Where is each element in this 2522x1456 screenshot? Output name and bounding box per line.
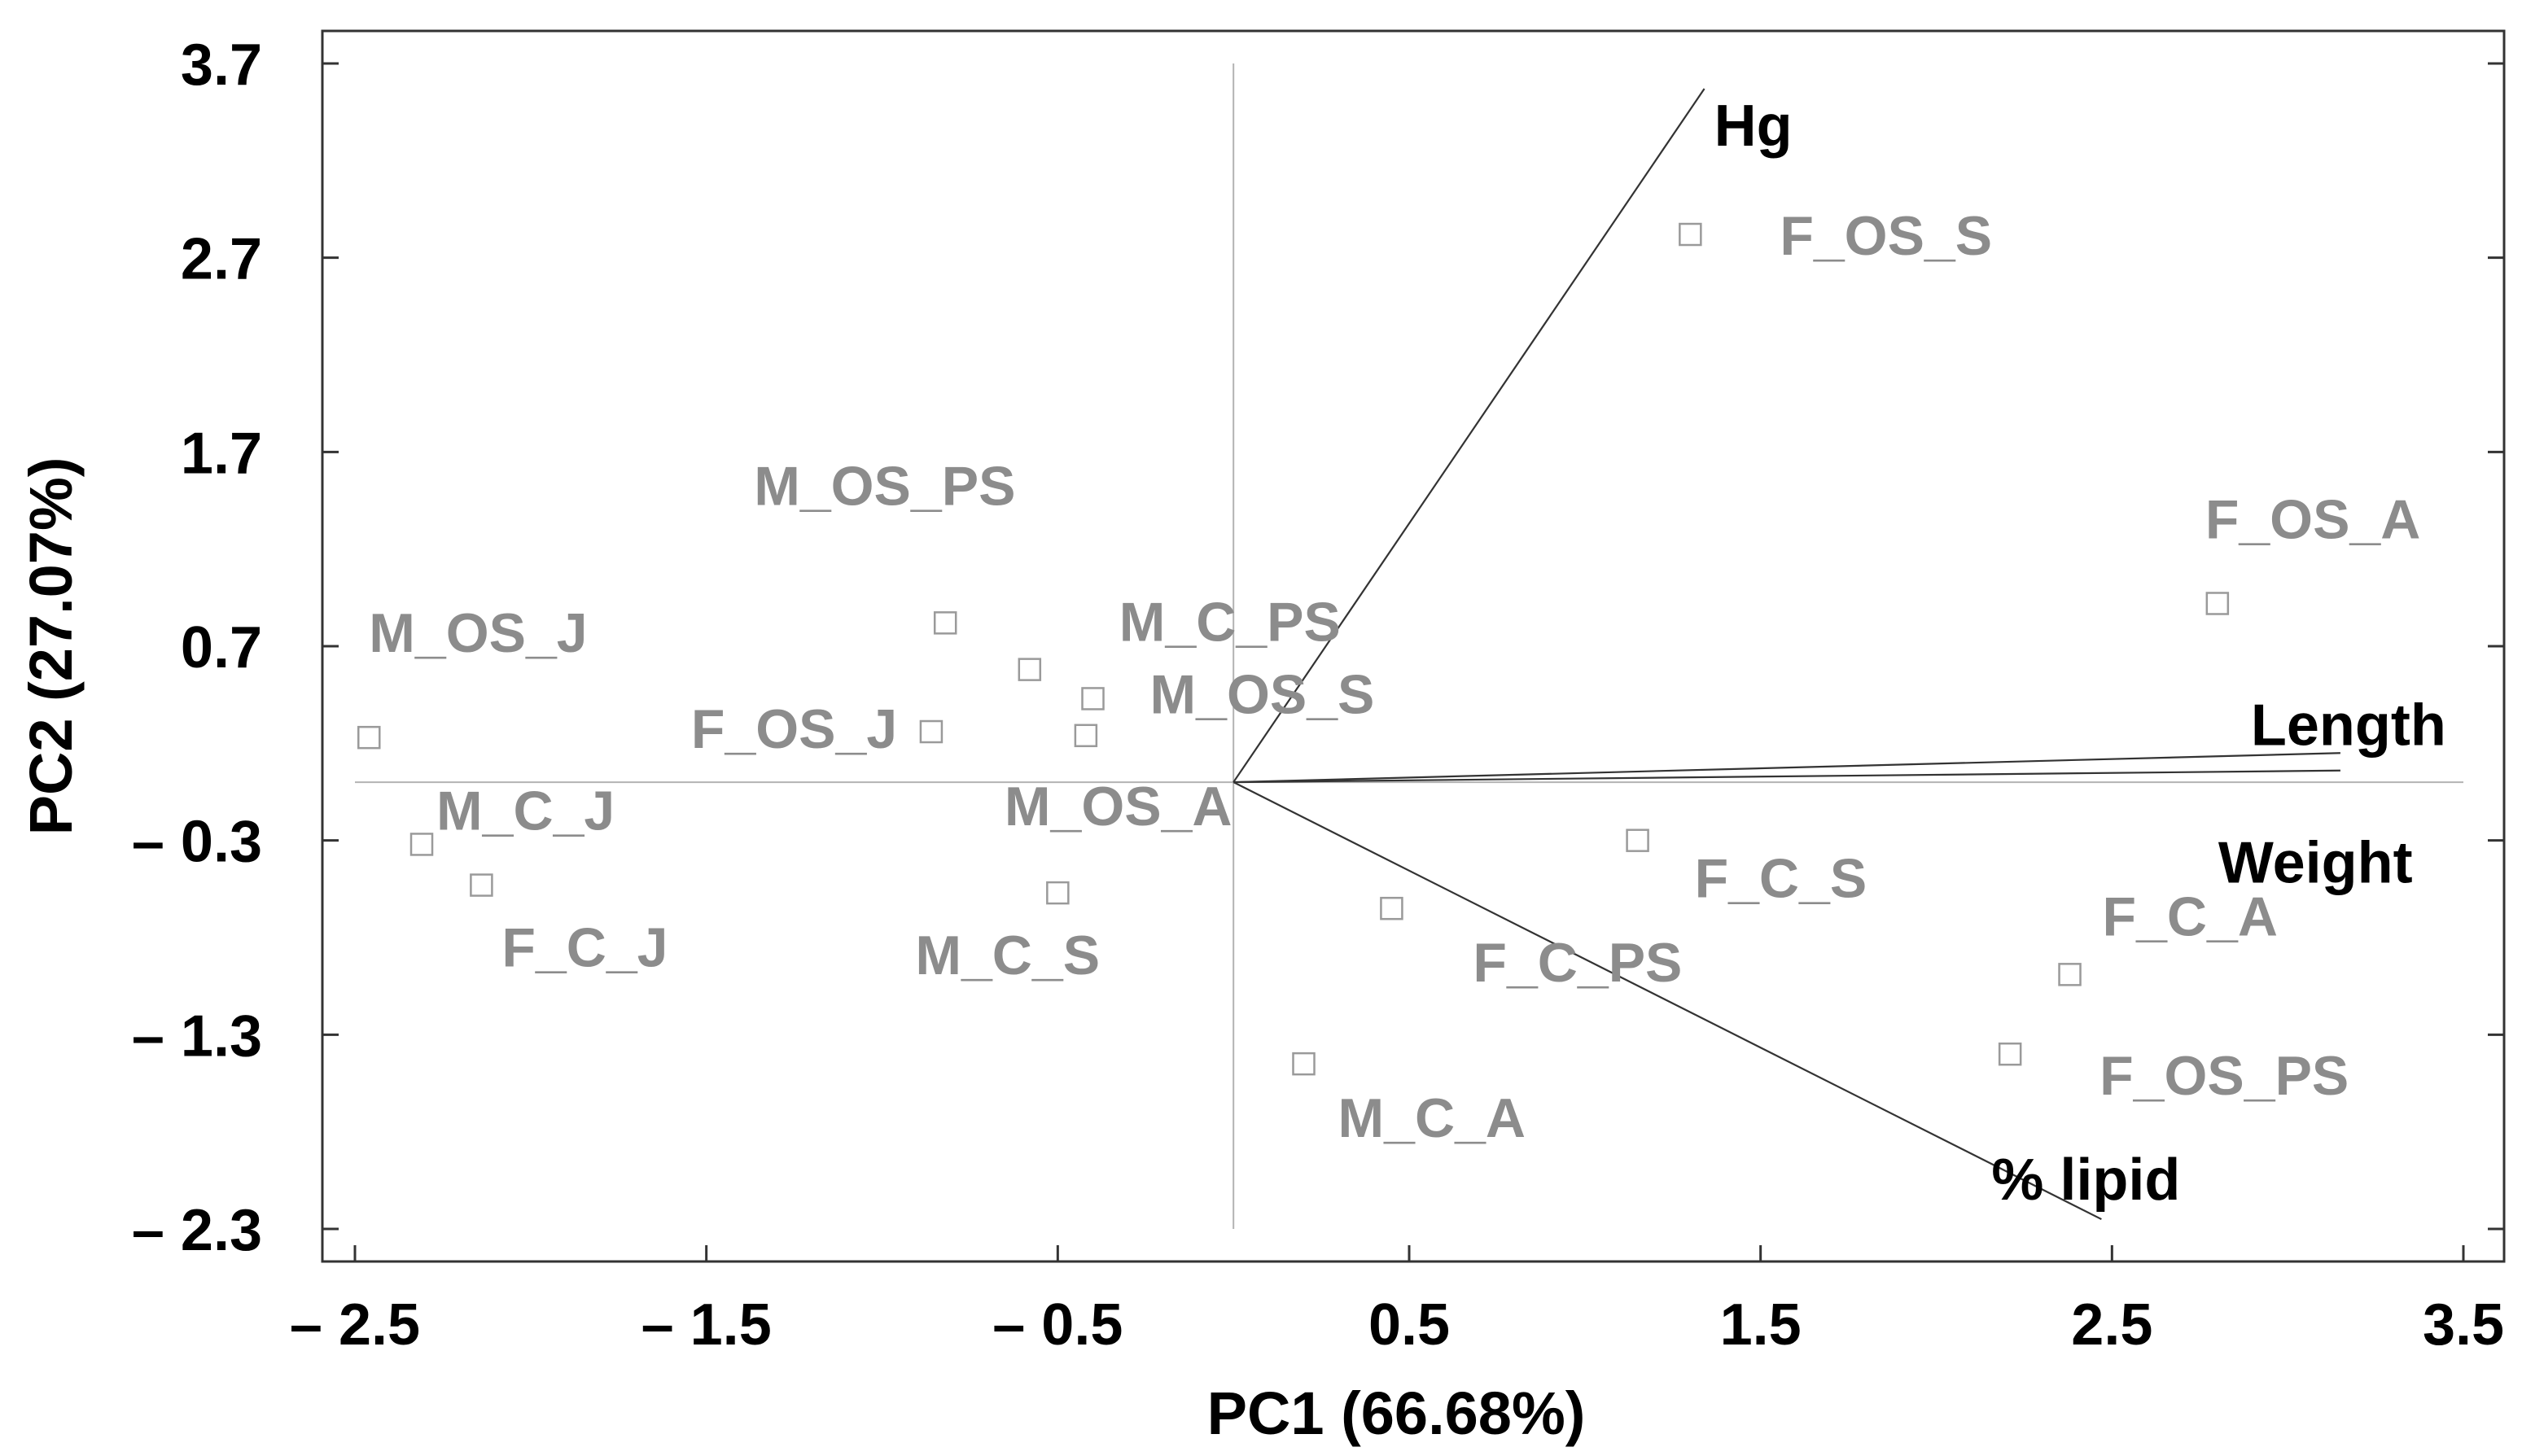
- score-point-marker: [1046, 881, 1070, 905]
- score-point-marker: [1998, 1042, 2022, 1066]
- score-point-label: M_C_J: [436, 780, 615, 842]
- score-point-label: F_C_J: [501, 917, 668, 979]
- loading-vector: [1233, 769, 2340, 784]
- score-point-label: M_C_PS: [1119, 592, 1341, 654]
- y-tick-label: – 0.3: [132, 810, 262, 875]
- score-point-marker: [919, 719, 944, 744]
- origin-lines: [355, 63, 2463, 1229]
- y-tick-label: – 2.3: [132, 1198, 262, 1263]
- y-tick-label: 1.7: [181, 421, 262, 486]
- x-tick-label: 3.5: [2423, 1292, 2504, 1358]
- score-point-marker: [1074, 724, 1098, 748]
- score-point-marker: [2205, 592, 2230, 615]
- score-point-marker: [409, 833, 434, 856]
- score-point-marker: [1626, 829, 1649, 852]
- score-point-label: F_OS_A: [2205, 488, 2421, 550]
- y-tick-label: 3.7: [181, 33, 262, 98]
- score-point-label: F_C_PS: [1473, 932, 1682, 994]
- score-point-label: F_OS_PS: [2099, 1045, 2349, 1107]
- x-tick-label: – 1.5: [641, 1292, 772, 1358]
- y-tick-label: 2.7: [181, 227, 262, 292]
- score-point-label: M_OS_PS: [754, 455, 1015, 517]
- x-tick-label: 1.5: [1720, 1292, 1802, 1358]
- y-tick-label: – 1.3: [132, 1003, 262, 1069]
- y-axis-ticks: 3.7 2.7 1.7 0.7 – 0.3 – 1.3 – 2.3: [132, 33, 2504, 1263]
- y-tick-label: 0.7: [181, 615, 262, 680]
- loading-vectors: Hg Length Weight % lipid: [1233, 88, 2446, 1221]
- loading-vector: [1233, 781, 2102, 1221]
- y-axis-title: PC2 (27.07%): [17, 457, 85, 836]
- score-point-label: F_C_A: [2103, 885, 2278, 947]
- score-point-label: F_OS_J: [691, 698, 897, 760]
- loading-vector-label: Length: [2251, 693, 2446, 758]
- score-point-label: M_OS_J: [369, 602, 587, 664]
- score-point-label: M_OS_A: [1005, 776, 1233, 837]
- x-tick-label: 0.5: [1368, 1292, 1450, 1358]
- score-point-label: F_OS_S: [1780, 205, 1992, 267]
- x-tick-label: – 0.5: [992, 1292, 1123, 1358]
- score-point-label: F_C_S: [1695, 848, 1867, 910]
- loading-vector: [1233, 752, 2340, 784]
- score-point-label: M_C_A: [1338, 1087, 1526, 1149]
- score-point-marker: [1679, 222, 1702, 247]
- score-point-label: M_OS_S: [1150, 663, 1375, 725]
- loading-vector-label: Weight: [2218, 831, 2413, 896]
- x-axis-title: PC1 (66.68%): [1207, 1379, 1586, 1447]
- score-point-marker: [357, 725, 381, 750]
- score-point-marker: [1018, 658, 1042, 681]
- score-point-label: M_C_S: [915, 925, 1100, 986]
- loading-vector: [1233, 88, 1705, 783]
- score-point-marker: [470, 873, 493, 897]
- score-points: F_OS_S F_OS_A M_OS_PS M_C_PS M_OS_J F_OS_J M_O…: [357, 205, 2421, 1149]
- score-point-marker: [2058, 963, 2082, 986]
- score-point-marker: [933, 611, 957, 635]
- x-tick-label: 2.5: [2071, 1292, 2152, 1358]
- x-axis-ticks: – 2.5 – 1.5 – 0.5 0.5 1.5 2.5 3.5: [290, 1245, 2504, 1358]
- score-point-marker: [1380, 896, 1403, 920]
- loading-vector-label: % lipid: [1991, 1148, 2180, 1213]
- loading-vector-label: Hg: [1714, 94, 1793, 159]
- x-tick-label: – 2.5: [290, 1292, 420, 1358]
- score-point-marker: [1081, 687, 1105, 711]
- score-point-marker: [1292, 1052, 1316, 1076]
